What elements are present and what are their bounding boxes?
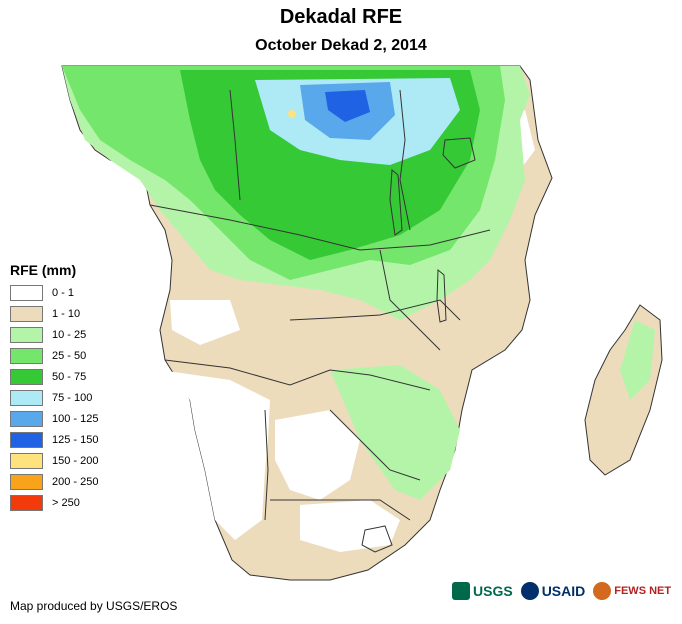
- legend-label: 200 - 250: [52, 475, 99, 488]
- legend-item: 1 - 10: [10, 303, 98, 324]
- legend-item: > 250: [10, 492, 98, 513]
- legend-swatch: [10, 305, 43, 322]
- lake-malawi: [436, 268, 447, 323]
- legend-swatch: [10, 431, 43, 448]
- legend-swatch: [10, 452, 43, 469]
- rain-10-25-south: [330, 365, 460, 500]
- credit-text: Map produced by USGS/EROS: [10, 599, 178, 613]
- legend-item: 0 - 1: [10, 282, 98, 303]
- legend-item: 25 - 50: [10, 345, 98, 366]
- lake-victoria: [442, 137, 476, 169]
- legend-item: 200 - 250: [10, 471, 98, 492]
- legend-swatch: [10, 473, 43, 490]
- legend-swatch: [10, 389, 43, 406]
- legend-item: 150 - 200: [10, 450, 98, 471]
- legend-title: RFE (mm): [10, 262, 77, 278]
- legend-label: 0 - 1: [52, 286, 75, 299]
- fews-net-logo: FEWS NET: [593, 582, 671, 600]
- fews-net-icon: [593, 582, 612, 600]
- rain-150-200-spot: [288, 110, 296, 118]
- legend-item: 10 - 25: [10, 324, 98, 345]
- legend-label: 10 - 25: [52, 328, 87, 341]
- lake-tanganyika: [389, 168, 403, 236]
- rain-125-150-zone: [325, 90, 370, 122]
- logo-strip: USGS USAID FEWS NET: [452, 582, 671, 600]
- legend-swatch: [10, 326, 43, 343]
- legend-label: 25 - 50: [52, 349, 87, 362]
- legend-item: 125 - 150: [10, 429, 98, 450]
- legend-label: 150 - 200: [52, 454, 99, 467]
- legend-rows: 0 - 1 1 - 10 10 - 25 25 - 50 50 - 75 75 - 100…: [10, 282, 98, 513]
- country-borders: [149, 89, 491, 521]
- legend-swatch: [10, 368, 43, 385]
- usgs-logo: USGS: [452, 582, 513, 600]
- legend-label: 100 - 125: [52, 412, 99, 425]
- legend-label: 125 - 150: [52, 433, 99, 446]
- legend-item: 50 - 75: [10, 366, 98, 387]
- legend-swatch: [10, 410, 43, 427]
- map-title: Dekadal RFE: [279, 6, 403, 28]
- legend-item: 100 - 125: [10, 408, 98, 429]
- usaid-logo: USAID: [520, 582, 585, 600]
- dry-zone-northwest: [170, 300, 240, 345]
- legend-label: 75 - 100: [52, 391, 93, 404]
- dry-zone-interior: [300, 500, 400, 552]
- legend: RFE (mm) 0 - 1 1 - 10 10 - 25 25 - 50 50 - 7…: [10, 262, 98, 513]
- legend-label: 50 - 75: [52, 370, 87, 383]
- map-subtitle: October Dekad 2, 2014: [255, 37, 427, 54]
- usaid-seal-icon: [520, 582, 539, 600]
- legend-label: > 250: [52, 496, 80, 509]
- lesotho: [361, 525, 393, 553]
- legend-swatch: [10, 494, 43, 511]
- madagascar-green: [620, 320, 655, 400]
- legend-swatch: [10, 347, 43, 364]
- usgs-icon: [452, 582, 470, 600]
- dry-zone-kalahari: [275, 410, 360, 500]
- legend-swatch: [10, 284, 43, 301]
- legend-item: 75 - 100: [10, 387, 98, 408]
- legend-label: 1 - 10: [52, 307, 81, 320]
- dry-zone-southwest: [160, 370, 270, 540]
